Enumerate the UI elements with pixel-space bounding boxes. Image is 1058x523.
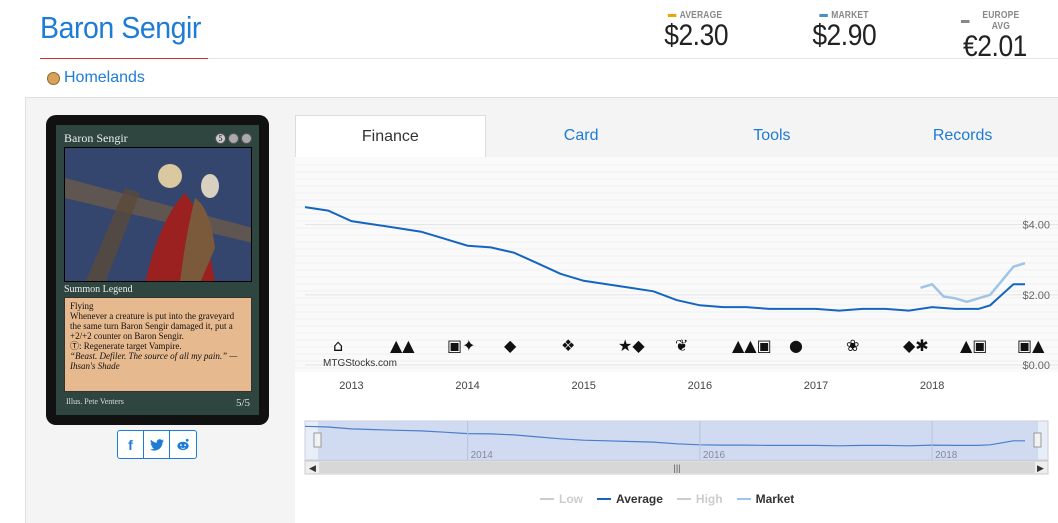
reddit-icon	[177, 438, 189, 451]
legend-line-low	[540, 498, 554, 500]
market-dash-icon	[819, 14, 828, 17]
rules-regenerate: Ⓣ: Regenerate target Vampire.	[70, 341, 182, 351]
chart-legend: Low Average High Market	[540, 492, 794, 506]
navigator-series-line	[304, 425, 1025, 447]
navigator-tick-label: 2016	[703, 450, 726, 461]
set-release-icon: ▣✦	[447, 336, 476, 355]
card-artwork	[64, 147, 252, 282]
set-link-homelands[interactable]: Homelands	[47, 69, 145, 87]
legend-item-market[interactable]: Market	[736, 492, 795, 506]
price-europe-label: EUROPE AVG	[982, 10, 1020, 32]
generic-mana-icon: 5	[215, 132, 226, 144]
average-dash-icon	[667, 14, 677, 17]
legend-average-label: Average	[616, 492, 663, 506]
legend-line-market	[736, 498, 751, 500]
share-bar: f	[117, 430, 197, 459]
legend-item-average[interactable]: Average	[597, 492, 663, 506]
set-release-icon: ❖	[561, 336, 575, 355]
y-tick-label: $4.00	[1022, 220, 1050, 232]
navigator-tick-label: 2018	[935, 450, 958, 461]
price-market: MARKET $2.90	[808, 10, 880, 53]
set-name: Homelands	[64, 69, 145, 86]
tab-bar: Finance Card Tools Records	[295, 115, 1058, 157]
x-tick-label: 2013	[339, 380, 363, 392]
x-tick-label: 2017	[804, 380, 828, 392]
price-europe: EUROPE AVG €2.01	[955, 10, 1035, 64]
x-tick-label: 2018	[920, 380, 944, 392]
price-market-value: $2.90	[812, 19, 877, 52]
x-tick-label: 2016	[688, 380, 712, 392]
y-tick-label: $0.00	[1022, 360, 1050, 372]
reddit-share-button[interactable]	[170, 431, 196, 458]
legend-item-low[interactable]: Low	[540, 492, 583, 506]
card-name-bar: Baron Sengir 5	[64, 129, 252, 147]
page-title: Baron Sengir	[40, 10, 201, 45]
chart-svg: $4.00 $2.00 $0.00 2013 2014 2015 2016 2017 2018 ⌂…	[295, 157, 1058, 475]
legend-low-label: Low	[559, 492, 583, 506]
card-footer: Illus. Pete Venters 5/5	[66, 397, 250, 409]
set-release-icon: ●	[789, 336, 803, 355]
scroll-left-arrow-icon: ◀	[309, 463, 316, 473]
set-release-icon: ❦	[675, 336, 688, 355]
set-release-icon: ⌂	[333, 336, 343, 355]
price-average: AVERAGE $2.30	[660, 10, 730, 53]
twitter-share-button[interactable]	[144, 431, 170, 458]
card-image[interactable]: Baron Sengir 5 Summon Legend Flying When…	[46, 115, 269, 425]
watermark: MTGStocks.com	[323, 358, 397, 369]
card-type-line: Summon Legend	[64, 284, 133, 295]
scrollbar-grip-icon: |||	[673, 463, 680, 473]
black-mana-icon	[228, 132, 239, 144]
set-release-icon: ★◆	[618, 336, 645, 355]
y-tick-label: $2.00	[1022, 290, 1050, 302]
navigator-tick-label: 2014	[471, 450, 494, 461]
power-toughness: 5/5	[235, 397, 250, 409]
legend-line-average	[597, 498, 611, 500]
rules-flying: Flying	[70, 301, 94, 311]
legend-high-label: High	[695, 492, 723, 506]
set-release-icon: ◆	[504, 336, 517, 355]
price-market-label: MARKET	[831, 10, 869, 21]
set-release-icon: ❀	[846, 336, 859, 355]
price-average-label: AVERAGE	[679, 10, 723, 21]
series-line-average	[304, 206, 1025, 312]
price-average-value: $2.30	[664, 19, 729, 52]
title-underline	[40, 58, 208, 59]
set-release-icon: ▲▣	[960, 336, 987, 355]
flavor-text: “Beast. Defiler. The source of all my pa…	[70, 351, 238, 371]
twitter-icon	[149, 438, 164, 451]
tab-records[interactable]: Records	[932, 127, 993, 144]
facebook-icon: f	[128, 436, 133, 453]
card-image-name: Baron Sengir	[64, 130, 128, 145]
set-release-icon: ◆✱	[903, 336, 929, 355]
tab-tools[interactable]: Tools	[753, 127, 791, 144]
scrollbar-thumb	[319, 462, 1035, 473]
set-release-icon: ▲▲	[390, 336, 415, 355]
header-divider	[208, 58, 1058, 59]
set-release-icon: ▣▲	[1017, 336, 1045, 355]
price-chart[interactable]: $4.00 $2.00 $0.00 2013 2014 2015 2016 2017 2018 ⌂…	[295, 157, 1058, 523]
europe-dash-icon	[961, 19, 970, 23]
tab-card[interactable]: Card	[563, 127, 599, 144]
legend-line-high	[676, 498, 691, 500]
series-line-market	[920, 262, 1026, 304]
homelands-set-icon	[47, 71, 60, 85]
illustrator: Illus. Pete Venters	[66, 397, 124, 406]
card-textbox: Flying Whenever a creature is put into t…	[64, 297, 252, 392]
navigator-selection	[318, 421, 1038, 460]
price-europe-value: €2.01	[963, 30, 1027, 63]
scroll-right-arrow-icon: ▶	[1037, 463, 1044, 473]
black-mana-icon	[241, 132, 252, 144]
set-release-icon: ▲▲▣	[732, 336, 772, 355]
tab-finance[interactable]: Finance	[295, 115, 486, 157]
x-tick-label: 2014	[455, 380, 479, 392]
mana-cost: 5	[215, 132, 252, 144]
x-tick-label: 2015	[571, 380, 595, 392]
rules-trigger: Whenever a creature is put into the grav…	[70, 311, 235, 341]
card-frame: Baron Sengir 5 Summon Legend Flying When…	[56, 125, 259, 415]
navigator-handle-right	[1033, 432, 1042, 448]
legend-item-high[interactable]: High	[676, 492, 723, 506]
legend-market-label: Market	[755, 492, 795, 506]
facebook-share-button[interactable]: f	[118, 431, 144, 458]
navigator-handle-left	[313, 432, 322, 448]
